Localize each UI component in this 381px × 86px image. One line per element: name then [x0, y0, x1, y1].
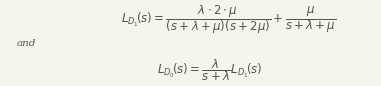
Text: $L_{D_1}\!(s) = \dfrac{\lambda \cdot 2 \cdot \mu}{(s+\lambda+\mu)(s+2\mu)} + \df: $L_{D_1}\!(s) = \dfrac{\lambda \cdot 2 \… [121, 3, 336, 36]
Text: $L_{D_0}\!(s) = \dfrac{\lambda}{s+\lambda}L_{D_1}\!(s)$: $L_{D_0}\!(s) = \dfrac{\lambda}{s+\lambd… [157, 58, 262, 83]
Text: and: and [17, 39, 37, 47]
